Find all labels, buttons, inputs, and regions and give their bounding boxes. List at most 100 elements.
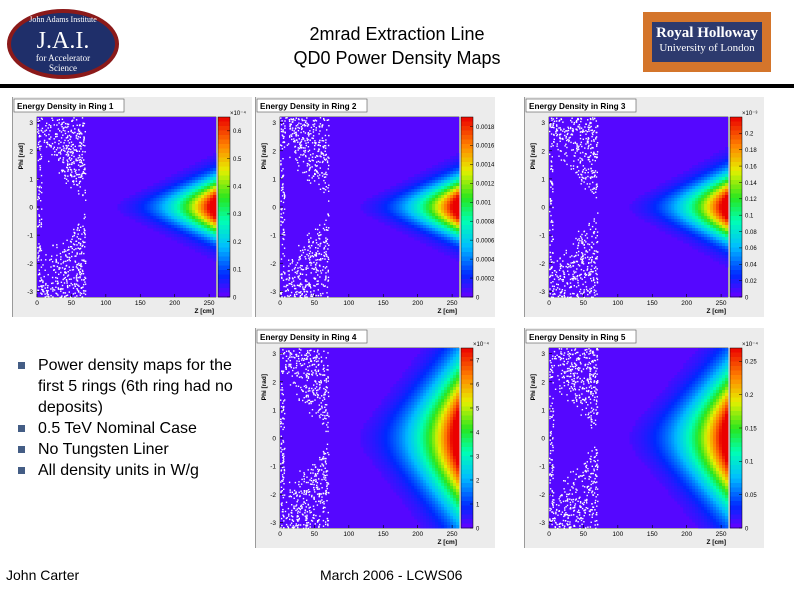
color-scale-tick-label: 7 <box>476 358 480 364</box>
y-tick-label: -1 <box>270 464 276 471</box>
x-tick-label: 150 <box>378 300 389 307</box>
x-tick-label: 100 <box>612 531 623 538</box>
color-scale-multiplier: ×10⁻³ <box>742 111 757 117</box>
x-axis-label: Z [cm] <box>438 308 458 315</box>
color-scale-tick-label: 0.1 <box>745 460 754 466</box>
y-tick-label: 0 <box>541 436 545 443</box>
bullet-text: 0.5 TeV Nominal Case <box>38 420 197 437</box>
x-tick-label: 250 <box>447 300 458 307</box>
color-scale-tick-label: 0.02 <box>745 279 757 285</box>
color-scale-tick-label: 0.12 <box>745 197 757 203</box>
x-tick-label: 250 <box>716 531 727 538</box>
x-axis-label: Z [cm] <box>707 308 727 315</box>
color-scale-tick-label: 0.0018 <box>476 125 495 131</box>
y-tick-label: 0 <box>541 205 545 212</box>
color-scale-tick-label: 0.2 <box>233 240 242 246</box>
x-tick-label: 200 <box>681 531 692 538</box>
y-tick-label: -3 <box>270 520 276 527</box>
y-tick-label: 2 <box>541 379 545 386</box>
y-tick-label: 0 <box>272 436 276 443</box>
color-scale-multiplier: ×10⁻⁴ <box>230 110 246 117</box>
slide-title: 2mrad Extraction Line QD0 Power Density … <box>200 22 594 70</box>
x-tick-label: 150 <box>135 300 146 307</box>
heatmap-panel-ring-1: Energy Density in Ring 1 0 50 100 150 200 250 3… <box>12 97 252 317</box>
y-tick-label: -1 <box>270 233 276 240</box>
color-scale-tick-label: 0.0012 <box>476 182 495 188</box>
jai-logo-line4: Science <box>49 63 77 73</box>
y-tick-label: 0 <box>272 205 276 212</box>
color-scale-tick-label: 0.1 <box>233 268 242 274</box>
color-scale-tick-label: 0.001 <box>476 201 492 207</box>
color-scale-tick-label: 0.16 <box>745 164 757 170</box>
y-tick-label: 1 <box>541 407 545 414</box>
color-scale-tick-label: 3 <box>476 454 480 460</box>
x-tick-label: 100 <box>100 300 111 307</box>
bullet-item: All density units in W/g <box>18 460 238 481</box>
y-tick-label: -2 <box>539 261 545 268</box>
bullet-marker-icon <box>18 467 25 474</box>
y-tick-label: -3 <box>270 289 276 296</box>
heatmap-cells <box>360 348 460 529</box>
y-tick-label: 2 <box>272 148 276 155</box>
bullet-text: All density units in W/g <box>38 462 199 479</box>
color-scale-tick-label: 0.15 <box>745 426 757 432</box>
color-scale-tick-label: 0.14 <box>745 181 757 187</box>
x-tick-label: 150 <box>647 300 658 307</box>
noise-speckles <box>549 117 599 299</box>
heatmap-cells <box>629 348 729 529</box>
jai-logo-line3: for Accelerator <box>36 53 90 63</box>
x-tick-label: 250 <box>447 531 458 538</box>
bullet-marker-icon <box>18 362 25 369</box>
chart-title: Energy Density in Ring 3 <box>529 102 626 111</box>
x-tick-label: 0 <box>35 300 39 307</box>
y-tick-label: 3 <box>272 120 276 127</box>
heatmap-panel-ring-5: Energy Density in Ring 5 0 50 100 150 200 250 3… <box>524 328 764 548</box>
color-scale-tick-label: 0.1 <box>745 213 754 219</box>
bullet-text: No Tungsten Liner <box>38 441 169 458</box>
jai-logo-line2: J.A.I. <box>37 28 90 54</box>
y-tick-label: -3 <box>539 520 545 527</box>
color-scale-tick-label: 0 <box>745 295 749 301</box>
rh-logo-line2: University of London <box>659 42 755 54</box>
color-scale-tick-label: 5 <box>476 406 480 412</box>
x-axis-label: Z [cm] <box>438 539 458 546</box>
chart-title-box <box>525 329 637 344</box>
bullet-list: Power density maps for the first 5 rings… <box>18 355 238 481</box>
bullet-item: 0.5 TeV Nominal Case <box>18 418 238 439</box>
color-scale-tick-label: 0.0008 <box>476 220 495 226</box>
x-tick-label: 250 <box>716 300 727 307</box>
y-tick-label: 1 <box>272 407 276 414</box>
color-scale-tick-label: 0.08 <box>745 230 757 236</box>
heatmap-cells <box>117 153 217 262</box>
color-scale-tick-label: 0.04 <box>745 263 757 269</box>
bullet-marker-icon <box>18 425 25 432</box>
heatmap-cells <box>360 153 460 262</box>
header-rule <box>0 84 794 88</box>
x-tick-label: 50 <box>311 300 319 307</box>
y-tick-label: 2 <box>541 148 545 155</box>
bullet-item: No Tungsten Liner <box>18 439 238 460</box>
x-tick-label: 150 <box>378 531 389 538</box>
y-tick-label: 1 <box>29 176 33 183</box>
y-axis-label: Phi [rad] <box>18 143 25 169</box>
color-scale-tick-label: 0.0002 <box>476 276 495 282</box>
bullet-marker-icon <box>18 446 25 453</box>
jai-logo: John Adams Institute J.A.I. for Accelera… <box>7 9 119 79</box>
chart-title: Energy Density in Ring 5 <box>529 333 626 342</box>
y-tick-label: -2 <box>270 261 276 268</box>
y-axis-label: Phi [rad] <box>530 143 537 169</box>
x-tick-label: 50 <box>68 300 76 307</box>
heatmap-panel-ring-3: Energy Density in Ring 3 0 50 100 150 200 250 3… <box>524 97 764 317</box>
y-tick-label: -1 <box>539 464 545 471</box>
x-tick-label: 100 <box>343 531 354 538</box>
color-scale-tick-label: 0.0016 <box>476 144 495 150</box>
x-tick-label: 200 <box>412 531 423 538</box>
color-scale-tick-label: 0.06 <box>745 246 757 252</box>
color-scale-multiplier: ×10⁻⁴ <box>742 341 758 348</box>
color-scale-tick-label: 0.05 <box>745 493 757 499</box>
color-scale-tick-label: 0 <box>745 526 749 532</box>
rh-logo-line1: Royal Holloway <box>655 25 759 41</box>
x-axis-label: Z [cm] <box>707 539 727 546</box>
color-scale-tick-label: 4 <box>476 430 480 436</box>
color-scale-tick-label: 0.2 <box>745 132 754 138</box>
